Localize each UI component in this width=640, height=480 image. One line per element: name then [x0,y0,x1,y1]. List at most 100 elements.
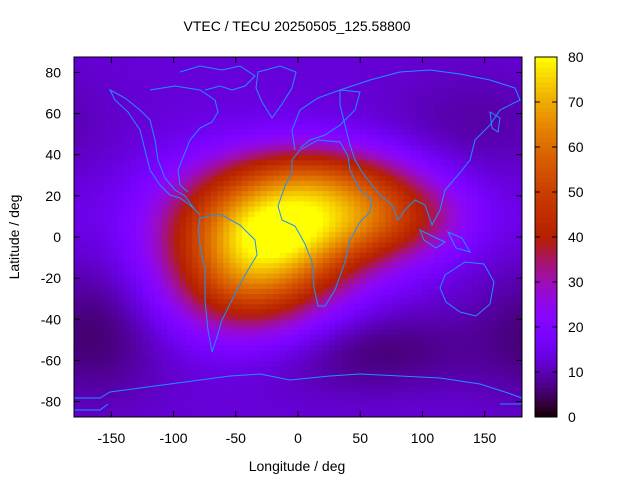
heatmap-cell [260,267,268,274]
heatmap-cell [148,334,156,341]
heatmap-cell [279,62,286,68]
heatmap-cell [490,401,498,408]
heatmap-cell [123,93,131,99]
heatmap-cell [229,355,237,361]
heatmap-cell [117,396,125,402]
heatmap-cell [322,273,330,279]
heatmap-cell [366,324,374,330]
heatmap-cell [242,195,249,202]
heatmap-cell [229,319,237,325]
heatmap-cell [210,401,218,408]
heatmap-cell [173,293,181,300]
heatmap-cell [148,303,156,310]
heatmap-cell [372,401,380,408]
heatmap-cell [198,360,206,366]
heatmap-cell [192,273,199,279]
heatmap-cell [310,67,318,73]
heatmap-cell [316,381,324,387]
heatmap-cell [341,144,349,150]
heatmap-cell [167,87,174,94]
heatmap-cell [80,293,87,300]
heatmap-cell [192,190,199,197]
heatmap-cell [105,237,112,243]
heatmap-cell [372,221,380,228]
heatmap-cell [316,87,324,94]
heatmap-cell [372,355,380,361]
heatmap-cell [441,252,448,258]
heatmap-cell [260,159,268,166]
heatmap-cell [74,149,81,156]
heatmap-cell [80,247,87,253]
heatmap-cell [74,201,81,207]
heatmap-cell [497,149,504,156]
heatmap-cell [229,288,237,294]
heatmap-cell [397,324,405,330]
heatmap-cell [447,298,454,305]
heatmap-cell [123,247,131,253]
heatmap-cell [260,82,268,89]
heatmap-cell [117,252,125,258]
heatmap-cell [466,103,473,109]
heatmap-cell [167,252,174,258]
heatmap-cell [80,113,87,120]
heatmap-cell [192,370,199,377]
heatmap-cell [279,226,286,233]
heatmap-cell [347,247,355,253]
heatmap-cell [105,201,112,207]
heatmap-cell [354,303,361,310]
heatmap-cell [192,123,199,130]
heatmap-cell [148,226,156,233]
heatmap-cell [378,180,386,186]
heatmap-cell [329,123,336,130]
heatmap-cell [248,123,255,130]
heatmap-cell [329,339,336,346]
heatmap-cell [447,195,454,202]
heatmap-cell [192,411,199,418]
heatmap-cell [136,118,143,125]
heatmap-cell [123,345,131,351]
heatmap-cell [179,242,187,248]
heatmap-cell [235,113,243,120]
heatmap-cell [472,273,479,279]
heatmap-cell [285,391,293,397]
heatmap-cell [210,278,218,284]
heatmap-cell [273,303,280,310]
heatmap-cell [142,190,150,197]
heatmap-cell [403,350,411,356]
heatmap-cell [285,231,293,238]
heatmap-cell [173,283,181,289]
heatmap-cell [98,252,106,258]
heatmap-cell [167,355,174,361]
heatmap-cell [111,77,118,84]
heatmap-cell [416,154,423,161]
heatmap-cell [329,370,336,377]
heatmap-cell [447,370,454,377]
heatmap-cell [98,129,106,135]
heatmap-cell [148,113,156,120]
heatmap-cell [509,319,517,325]
heatmap-cell [298,391,305,397]
heatmap-cell [298,273,305,279]
heatmap-cell [273,314,280,320]
heatmap-cell [186,190,193,197]
heatmap-cell [428,411,436,418]
heatmap-cell [92,375,100,382]
heatmap-cell [161,103,168,109]
heatmap-cell [266,283,274,289]
heatmap-cell [254,123,262,130]
heatmap-cell [105,77,112,84]
heatmap-cell [86,252,94,258]
heatmap-cell [441,355,448,361]
heatmap-cell [372,62,380,68]
heatmap-cell [453,242,461,248]
heatmap-cell [173,123,181,130]
heatmap-cell [167,314,174,320]
heatmap-cell [142,257,150,264]
heatmap-cell [148,195,156,202]
heatmap-cell [186,309,193,315]
heatmap-cell [366,401,374,408]
heatmap-cell [422,237,430,243]
heatmap-cell [186,283,193,289]
heatmap-cell [515,123,523,130]
heatmap-cell [316,396,324,402]
